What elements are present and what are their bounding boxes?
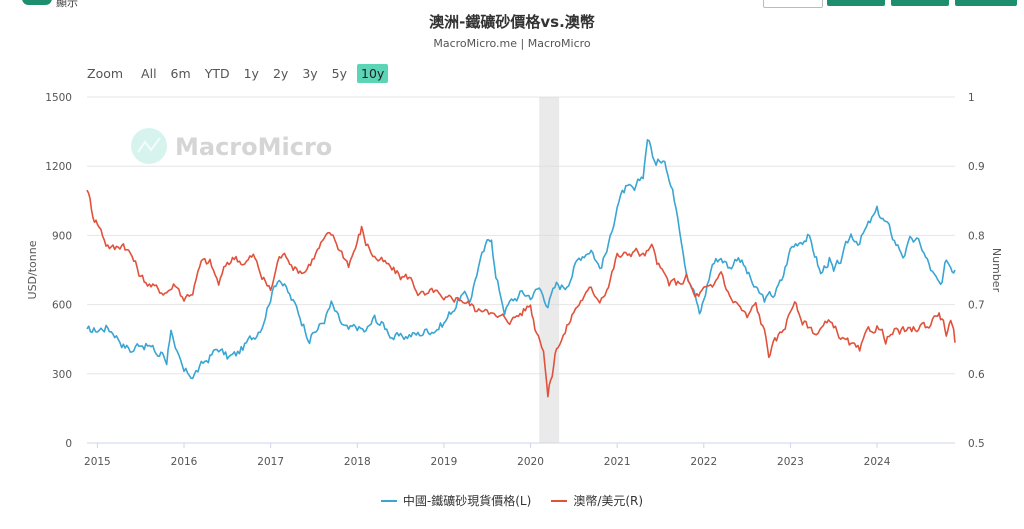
- y-axis-right-title: Number: [990, 248, 1003, 293]
- toolbar-button-2[interactable]: [891, 0, 949, 6]
- y-left-tick-label: 0: [65, 438, 72, 450]
- y-left-tick-label: 600: [52, 300, 72, 312]
- toolbar-button-1[interactable]: [827, 0, 885, 6]
- display-toggle[interactable]: [22, 0, 52, 5]
- y-left-tick-label: 900: [52, 230, 72, 242]
- grid: [87, 96, 955, 444]
- y-left-tick-label: 300: [52, 369, 72, 381]
- y-left-tick-label: 1200: [45, 161, 72, 173]
- x-axis: 2015 2016 2017 2018 2019 2020 2021 2022 2023 2024: [84, 443, 891, 468]
- y-right-tick-label: 0.8: [968, 230, 985, 242]
- x-tick-label: 2019: [431, 456, 458, 468]
- x-tick-label: 2023: [777, 456, 804, 468]
- x-tick-label: 2018: [344, 456, 371, 468]
- toolbar-button-3[interactable]: [955, 0, 1017, 6]
- series-line-aud-usd: [86, 189, 956, 398]
- legend-item-aud[interactable]: 澳幣/美元(R): [551, 492, 643, 509]
- legend-item-iron[interactable]: 中國-鐵礦砂現貨價格(L): [380, 492, 532, 509]
- zoom-all-button[interactable]: All: [141, 66, 157, 81]
- chart-title: 澳洲-鐵礦砂價格vs.澳幣: [429, 13, 595, 31]
- x-tick-label: 2021: [604, 456, 631, 468]
- series-group: [86, 139, 956, 398]
- zoom-3y-button[interactable]: 3y: [302, 66, 318, 81]
- zoom-2y-button[interactable]: 2y: [272, 66, 289, 81]
- top-toolbar: 顯示: [0, 0, 1024, 9]
- watermark-text: MacroMicro: [175, 133, 332, 161]
- x-tick-label: 2024: [864, 456, 891, 468]
- zoom-bar: Zoom All 6m YTD 1y 2y 3y 5y 10y: [87, 64, 394, 83]
- y-right-tick-label: 0.6: [968, 369, 985, 381]
- legend-swatch-iron: [380, 499, 397, 502]
- x-tick-label: 2016: [171, 456, 198, 468]
- y-right-tick-label: 1: [968, 92, 975, 104]
- zoom-5y-button[interactable]: 5y: [331, 66, 348, 81]
- x-tick-label: 2015: [84, 456, 111, 468]
- zoom-10y-button[interactable]: 10y: [357, 64, 389, 83]
- x-tick-label: 2017: [257, 456, 284, 468]
- x-tick-label: 2022: [690, 456, 717, 468]
- zoom-6m-button[interactable]: 6m: [170, 66, 191, 81]
- series-line-iron-ore: [86, 139, 956, 380]
- legend-label-iron: 中國-鐵礦砂現貨價格(L): [402, 494, 532, 508]
- y-axis-right: 0.5 0.6 0.7 0.8 0.9 1: [968, 92, 985, 450]
- legend: 中國-鐵礦砂現貨價格(L) 澳幣/美元(R): [0, 492, 1024, 509]
- zoom-label: Zoom: [87, 66, 124, 81]
- watermark: MacroMicro: [131, 128, 332, 164]
- toolbar-button-outline[interactable]: [763, 0, 823, 8]
- y-axis-left: 0 300 600 900 1200 1500: [45, 92, 72, 450]
- y-right-tick-label: 0.5: [968, 438, 985, 450]
- display-toggle-label: 顯示: [56, 0, 78, 9]
- y-axis-left-title: USD/tonne: [26, 240, 39, 299]
- legend-swatch-aud: [551, 499, 568, 502]
- y-right-tick-label: 0.9: [968, 161, 985, 173]
- watermark-logo-mark: [137, 137, 161, 153]
- y-right-tick-label: 0.7: [968, 300, 985, 312]
- zoom-1y-button[interactable]: 1y: [243, 66, 259, 81]
- chart-subtitle: MacroMicro.me | MacroMicro: [433, 37, 591, 50]
- y-left-tick-label: 1500: [45, 92, 72, 104]
- zoom-ytd-button[interactable]: YTD: [204, 66, 230, 81]
- x-tick-label: 2020: [517, 456, 544, 468]
- legend-label-aud: 澳幣/美元(R): [573, 494, 644, 508]
